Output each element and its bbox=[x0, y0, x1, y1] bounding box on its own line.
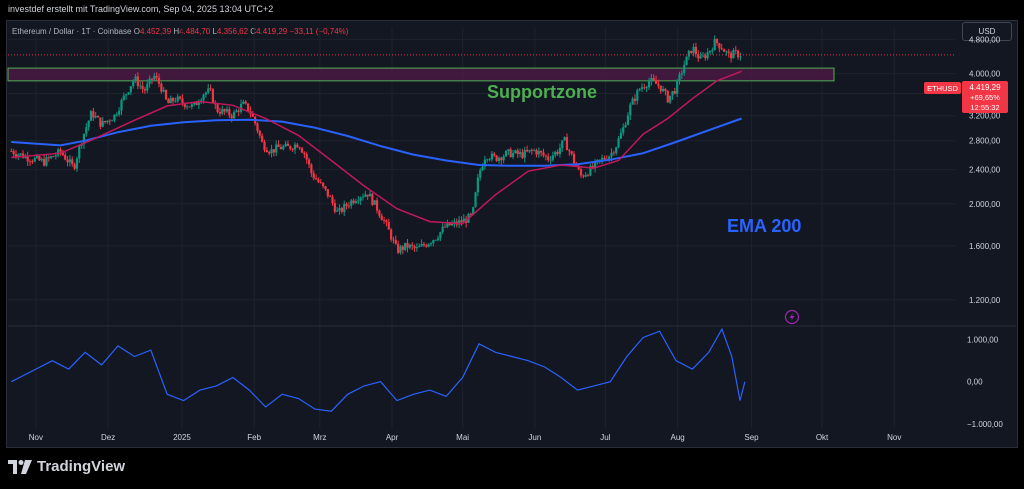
credit-line: investdef erstellt mit TradingView.com, … bbox=[8, 4, 274, 14]
tradingview-logo-text: TradingView bbox=[37, 458, 126, 475]
symbol-name: Ethereum / Dollar · 1T · Coinbase bbox=[12, 27, 132, 36]
change-value: −33,11 (−0,74%) bbox=[289, 27, 349, 36]
symbol-ohlc-line: Ethereum / Dollar · 1T · Coinbase O4.452… bbox=[12, 27, 348, 36]
high-value: 4.484,70 bbox=[179, 27, 211, 36]
close-label: C bbox=[250, 27, 257, 36]
tradingview-logo[interactable]: TradingView bbox=[8, 458, 125, 475]
open-label: O bbox=[133, 27, 140, 36]
chart-panel[interactable] bbox=[6, 20, 1018, 448]
close-value: 4.419,29 bbox=[256, 27, 288, 36]
low-value: 4.356,62 bbox=[216, 27, 249, 36]
low-label: L bbox=[212, 27, 217, 36]
high-label: H bbox=[173, 27, 180, 36]
tradingview-logo-icon bbox=[8, 459, 32, 474]
currency-button[interactable]: USD bbox=[962, 22, 1012, 41]
open-value: 4.452,39 bbox=[139, 27, 172, 36]
